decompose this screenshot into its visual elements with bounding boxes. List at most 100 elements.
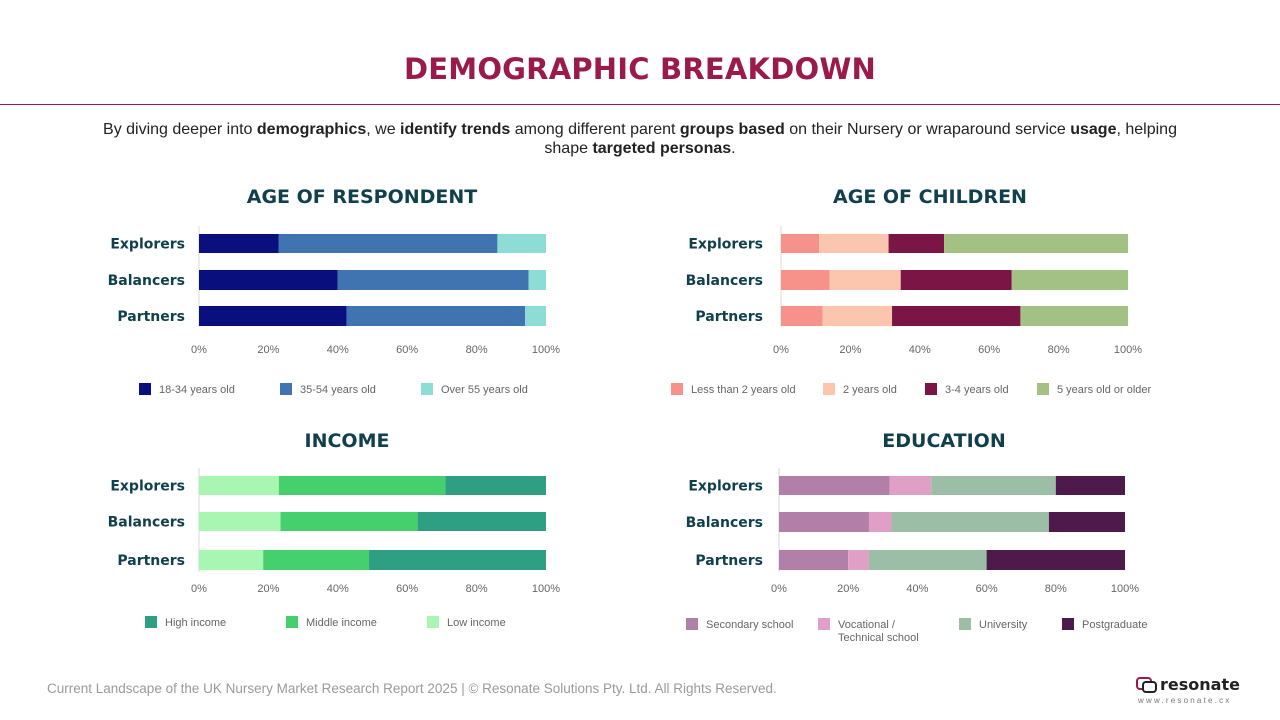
category-label: Partners xyxy=(695,553,763,569)
bar-segment xyxy=(278,234,498,253)
bar-segment xyxy=(781,306,823,326)
bar-segment xyxy=(868,512,892,532)
category-label: Balancers xyxy=(108,273,185,289)
intro-paragraph: By diving deeper into demographics, we i… xyxy=(90,120,1190,158)
x-tick-label: 60% xyxy=(396,344,418,356)
x-tick-label: 20% xyxy=(257,583,279,595)
bar-segment xyxy=(199,476,279,495)
intro-emphasis: targeted personas xyxy=(592,140,732,157)
category-label: Partners xyxy=(117,309,185,325)
legend-label: Secondary school xyxy=(706,619,793,631)
bar-segment xyxy=(199,550,264,570)
legend-label: Low income xyxy=(447,617,506,629)
bar-segment xyxy=(931,476,1056,495)
intro-text: among different parent xyxy=(510,121,680,138)
legend-label: 18-34 years old xyxy=(159,384,235,396)
bar-segment xyxy=(868,550,987,570)
bar-segment xyxy=(1048,512,1125,532)
legend-label: Postgraduate xyxy=(1082,619,1147,631)
intro-emphasis: demographics xyxy=(256,121,367,138)
x-tick-label: 60% xyxy=(396,583,418,595)
bar-segment xyxy=(280,512,418,531)
x-tick-label: 40% xyxy=(906,583,928,595)
footer-copyright: Current Landscape of the UK Nursery Mark… xyxy=(47,681,777,696)
bar-segment xyxy=(199,234,279,253)
legend-swatch xyxy=(139,383,151,395)
x-tick-label: 80% xyxy=(1045,583,1067,595)
legend-label: Less than 2 years old xyxy=(691,384,796,396)
x-tick-label: 40% xyxy=(327,344,349,356)
resonate-logo: resonate www.resonate.cx xyxy=(1136,675,1246,707)
x-tick-label: 40% xyxy=(909,344,931,356)
bar-segment xyxy=(369,550,546,570)
bar-segment xyxy=(278,476,446,495)
x-tick-label: 20% xyxy=(839,344,861,356)
intro-text: By diving deeper into xyxy=(103,121,257,138)
bar-segment xyxy=(888,234,945,253)
age-of-respondent-chart-title: AGE OF RESPONDENT xyxy=(247,186,478,208)
bar-segment xyxy=(528,270,546,290)
category-label: Explorers xyxy=(110,237,185,253)
legend-swatch xyxy=(145,616,157,628)
legend-swatch xyxy=(427,616,439,628)
legend-swatch xyxy=(286,616,298,628)
x-tick-label: 80% xyxy=(466,344,488,356)
legend-label: Middle income xyxy=(306,617,377,629)
intro-text: on their Nursery or wraparound service xyxy=(784,121,1071,138)
bar-segment xyxy=(889,476,932,495)
legend-swatch xyxy=(421,383,433,395)
x-tick-label: 60% xyxy=(976,583,998,595)
bar-segment xyxy=(891,512,1049,532)
bar-segment xyxy=(346,306,526,326)
x-tick-label: 100% xyxy=(1111,583,1139,595)
bar-segment xyxy=(779,512,869,532)
bar-segment xyxy=(525,306,546,326)
intro-emphasis: identify trends xyxy=(400,121,511,138)
title-divider xyxy=(0,104,1280,105)
bar-segment xyxy=(829,270,901,290)
bar-segment xyxy=(781,270,830,290)
category-label: Explorers xyxy=(688,479,763,495)
category-label: Balancers xyxy=(108,515,185,531)
intro-text: , helping shape xyxy=(544,121,1177,157)
bar-segment xyxy=(417,512,546,531)
legend-swatch xyxy=(1037,383,1049,395)
bar-segment xyxy=(986,550,1125,570)
x-tick-label: 0% xyxy=(773,344,789,356)
bar-segment xyxy=(1011,270,1128,290)
x-tick-label: 80% xyxy=(1048,344,1070,356)
x-tick-label: 100% xyxy=(1114,344,1142,356)
bar-segment xyxy=(1055,476,1125,495)
logo-url: www.resonate.cx xyxy=(1138,696,1232,705)
legend-swatch xyxy=(925,383,937,395)
legend-label: 5 years old or older xyxy=(1057,384,1151,396)
bar-segment xyxy=(199,270,338,290)
bar-segment xyxy=(892,306,1021,326)
category-label: Partners xyxy=(117,553,185,569)
x-tick-label: 100% xyxy=(532,583,560,595)
intro-text: . xyxy=(731,140,736,157)
bar-segment xyxy=(199,512,281,531)
bar-segment xyxy=(497,234,546,253)
page-title: DEMOGRAPHIC BREAKDOWN xyxy=(403,52,876,86)
bar-segment xyxy=(822,306,893,326)
bar-segment xyxy=(1020,306,1128,326)
category-label: Explorers xyxy=(110,479,185,495)
legend-swatch xyxy=(818,618,830,630)
bar-segment xyxy=(337,270,529,290)
legend-label: 35-54 years old xyxy=(300,384,376,396)
bar-segment xyxy=(819,234,889,253)
bar-segment xyxy=(779,550,849,570)
legend-label: 2 years old xyxy=(843,384,897,396)
legend-swatch xyxy=(1062,618,1074,630)
category-label: Explorers xyxy=(688,237,763,253)
x-tick-label: 100% xyxy=(532,344,560,356)
intro-text: , we xyxy=(366,121,401,138)
x-tick-label: 80% xyxy=(466,583,488,595)
legend-swatch xyxy=(280,383,292,395)
education-chart-title: EDUCATION xyxy=(882,430,1005,452)
bar-segment xyxy=(848,550,869,570)
legend-label: Over 55 years old xyxy=(441,384,528,396)
bar-segment xyxy=(445,476,546,495)
bar-segment xyxy=(199,306,347,326)
